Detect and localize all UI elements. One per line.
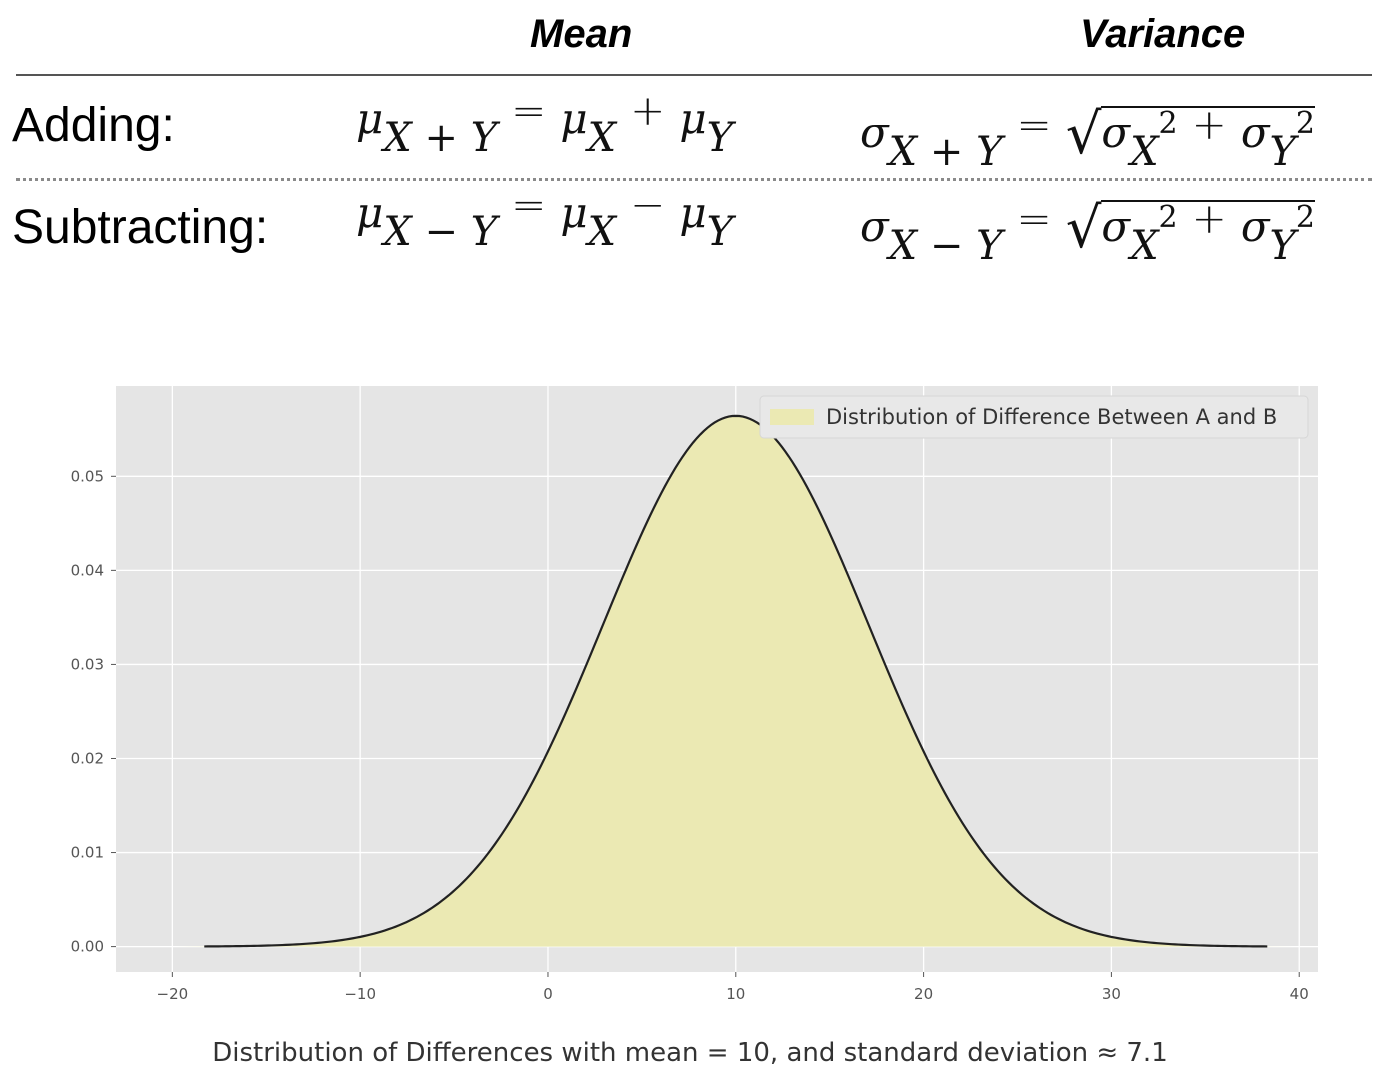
chart-caption: Distribution of Differences with mean = … bbox=[212, 1038, 1168, 1068]
formula-exponent: 2 bbox=[1158, 106, 1178, 141]
subtracting-variance-formula: σX − Y= √σX2 + σY2 bbox=[860, 190, 1316, 269]
formula-equals: = bbox=[1016, 194, 1052, 243]
radicand: σX2 + σY2 bbox=[1101, 100, 1316, 175]
x-tick-label: 10 bbox=[726, 985, 745, 1003]
legend-box bbox=[759, 395, 1309, 439]
formula-equals: = bbox=[511, 180, 547, 229]
y-tick-label: 0.05 bbox=[71, 467, 104, 485]
formula-subscript: Y bbox=[1269, 223, 1296, 269]
formula-equals: = bbox=[1016, 100, 1052, 149]
distribution-area bbox=[176, 415, 1296, 947]
x-tick-label: 30 bbox=[1102, 985, 1121, 1003]
formula-subscript: X bbox=[587, 209, 617, 255]
legend-swatch bbox=[770, 409, 814, 425]
y-tick-label: 0.01 bbox=[71, 844, 104, 862]
x-tick-label: −20 bbox=[157, 985, 189, 1003]
legend: Distribution of Difference Between A and… bbox=[759, 395, 1309, 439]
formula-symbol: σ bbox=[1240, 202, 1270, 251]
subtracting-row-label: Subtracting: bbox=[12, 201, 269, 254]
formula-symbol: σ bbox=[860, 108, 889, 157]
y-tick-label: 0.03 bbox=[71, 655, 104, 673]
formula-operator: − bbox=[630, 180, 666, 229]
square-root-icon: √ bbox=[1065, 102, 1102, 167]
formula-symbol: μ bbox=[356, 188, 384, 237]
formula-subscript: X + Y bbox=[383, 115, 498, 161]
formula-exponent: 2 bbox=[1295, 106, 1316, 141]
header-rule bbox=[16, 74, 1372, 76]
formula-symbol: μ bbox=[356, 94, 384, 143]
formula-operator: + bbox=[630, 86, 666, 135]
adding-variance-formula: σX + Y= √σX2 + σY2 bbox=[860, 96, 1316, 175]
formula-symbol: σ bbox=[1101, 108, 1131, 157]
formula-equals: = bbox=[511, 86, 547, 135]
formula-subscript: Y bbox=[706, 115, 734, 161]
formula-symbol: μ bbox=[679, 94, 707, 143]
formula-symbol: σ bbox=[1240, 108, 1270, 157]
formula-subscript: Y bbox=[706, 209, 734, 255]
formula-subscript: X − Y bbox=[383, 209, 498, 255]
adding-row-label: Adding: bbox=[12, 99, 175, 152]
x-tick-label: −10 bbox=[344, 985, 376, 1003]
x-tick-label: 0 bbox=[543, 985, 553, 1003]
formula-symbol: σ bbox=[860, 202, 889, 251]
formula-subscript: Y bbox=[1269, 129, 1296, 175]
variance-column-header: Variance bbox=[1080, 12, 1246, 56]
adding-mean-formula: μX + Y= μX+ μY bbox=[356, 86, 733, 161]
formula-exponent: 2 bbox=[1295, 200, 1316, 235]
axes: −20 −10 0 10 20 30 40 0.00 0.01 0.02 0.03 0.04 0.05 bbox=[71, 467, 1309, 1003]
y-tick-label: 0.00 bbox=[71, 938, 104, 956]
formula-subscript: X bbox=[1130, 129, 1159, 175]
radicand: σX2 + σY2 bbox=[1101, 194, 1316, 269]
y-tick-label: 0.04 bbox=[71, 561, 104, 579]
y-tick-label: 0.02 bbox=[71, 749, 104, 767]
formula-subscript: X bbox=[1130, 223, 1159, 269]
formula-operator: + bbox=[1191, 194, 1227, 243]
formula-operator: + bbox=[1191, 100, 1227, 149]
square-root-icon: √ bbox=[1065, 196, 1102, 261]
formula-subscript: X bbox=[587, 115, 617, 161]
x-tick-label: 40 bbox=[1290, 985, 1309, 1003]
distribution-curve bbox=[204, 414, 1268, 948]
formula-symbol: μ bbox=[560, 94, 588, 143]
formula-symbol: μ bbox=[560, 188, 588, 237]
row-divider bbox=[16, 178, 1372, 181]
formula-symbol: σ bbox=[1101, 202, 1131, 251]
x-tick-label: 20 bbox=[914, 985, 933, 1003]
formula-subscript: X + Y bbox=[888, 129, 1003, 175]
formula-symbol: μ bbox=[679, 188, 707, 237]
formula-exponent: 2 bbox=[1158, 200, 1178, 235]
formula-subscript: X − Y bbox=[888, 223, 1003, 269]
legend-label: Distribution of Difference Between A and… bbox=[826, 405, 1277, 429]
subtracting-mean-formula: μX − Y= μX− μY bbox=[356, 180, 733, 255]
mean-column-header: Mean bbox=[530, 12, 633, 56]
